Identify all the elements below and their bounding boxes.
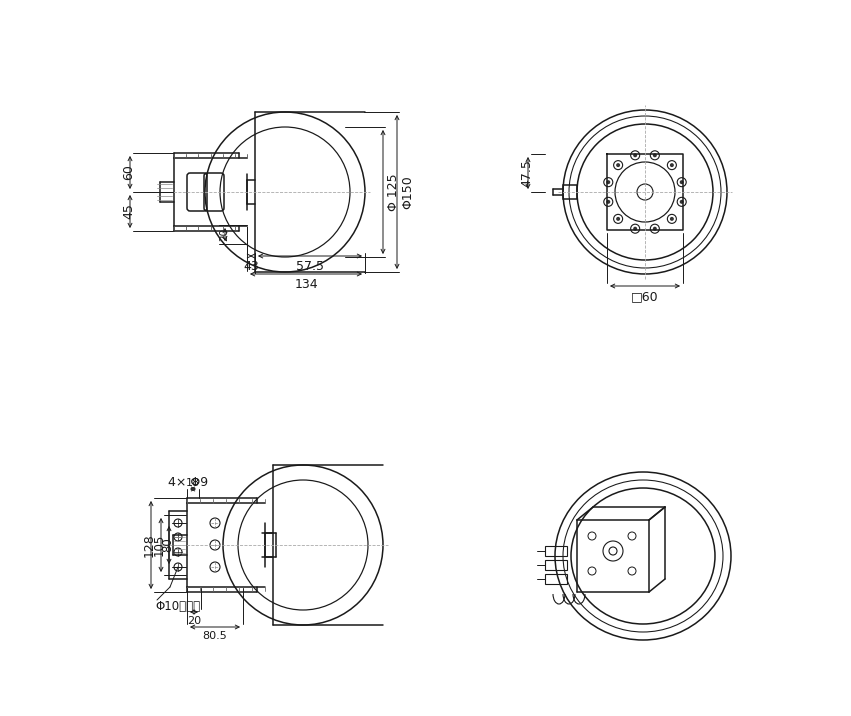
Circle shape bbox=[680, 200, 683, 204]
Text: 18: 18 bbox=[186, 478, 200, 488]
Text: 80: 80 bbox=[161, 538, 174, 552]
Text: 4× Φ9: 4× Φ9 bbox=[168, 476, 208, 489]
Circle shape bbox=[653, 227, 657, 231]
Circle shape bbox=[633, 227, 637, 231]
Bar bbox=[545, 574, 567, 584]
Text: 80.5: 80.5 bbox=[203, 631, 227, 641]
Text: 45: 45 bbox=[122, 203, 135, 219]
Text: 60: 60 bbox=[122, 165, 135, 180]
Text: 43: 43 bbox=[243, 260, 259, 273]
Circle shape bbox=[606, 200, 610, 204]
Text: 20: 20 bbox=[187, 616, 201, 626]
Circle shape bbox=[606, 180, 610, 184]
Text: □60: □60 bbox=[631, 290, 659, 303]
Text: 57.5: 57.5 bbox=[296, 260, 324, 273]
Circle shape bbox=[670, 217, 674, 221]
Bar bbox=[545, 546, 567, 556]
Circle shape bbox=[633, 153, 637, 158]
Circle shape bbox=[616, 163, 620, 167]
Text: 47.5: 47.5 bbox=[520, 159, 533, 187]
Circle shape bbox=[653, 153, 657, 158]
Text: Φ10定位销: Φ10定位销 bbox=[155, 600, 200, 613]
Text: 105: 105 bbox=[153, 534, 166, 556]
Circle shape bbox=[616, 217, 620, 221]
Circle shape bbox=[680, 180, 683, 184]
Bar bbox=[563, 185, 577, 199]
Text: Φ150: Φ150 bbox=[401, 175, 414, 209]
Circle shape bbox=[670, 163, 674, 167]
Text: 134: 134 bbox=[294, 278, 317, 291]
Text: Φ 125: Φ 125 bbox=[387, 173, 400, 211]
Text: 20: 20 bbox=[219, 228, 229, 241]
Text: 128: 128 bbox=[143, 533, 156, 557]
Bar bbox=[545, 560, 567, 570]
